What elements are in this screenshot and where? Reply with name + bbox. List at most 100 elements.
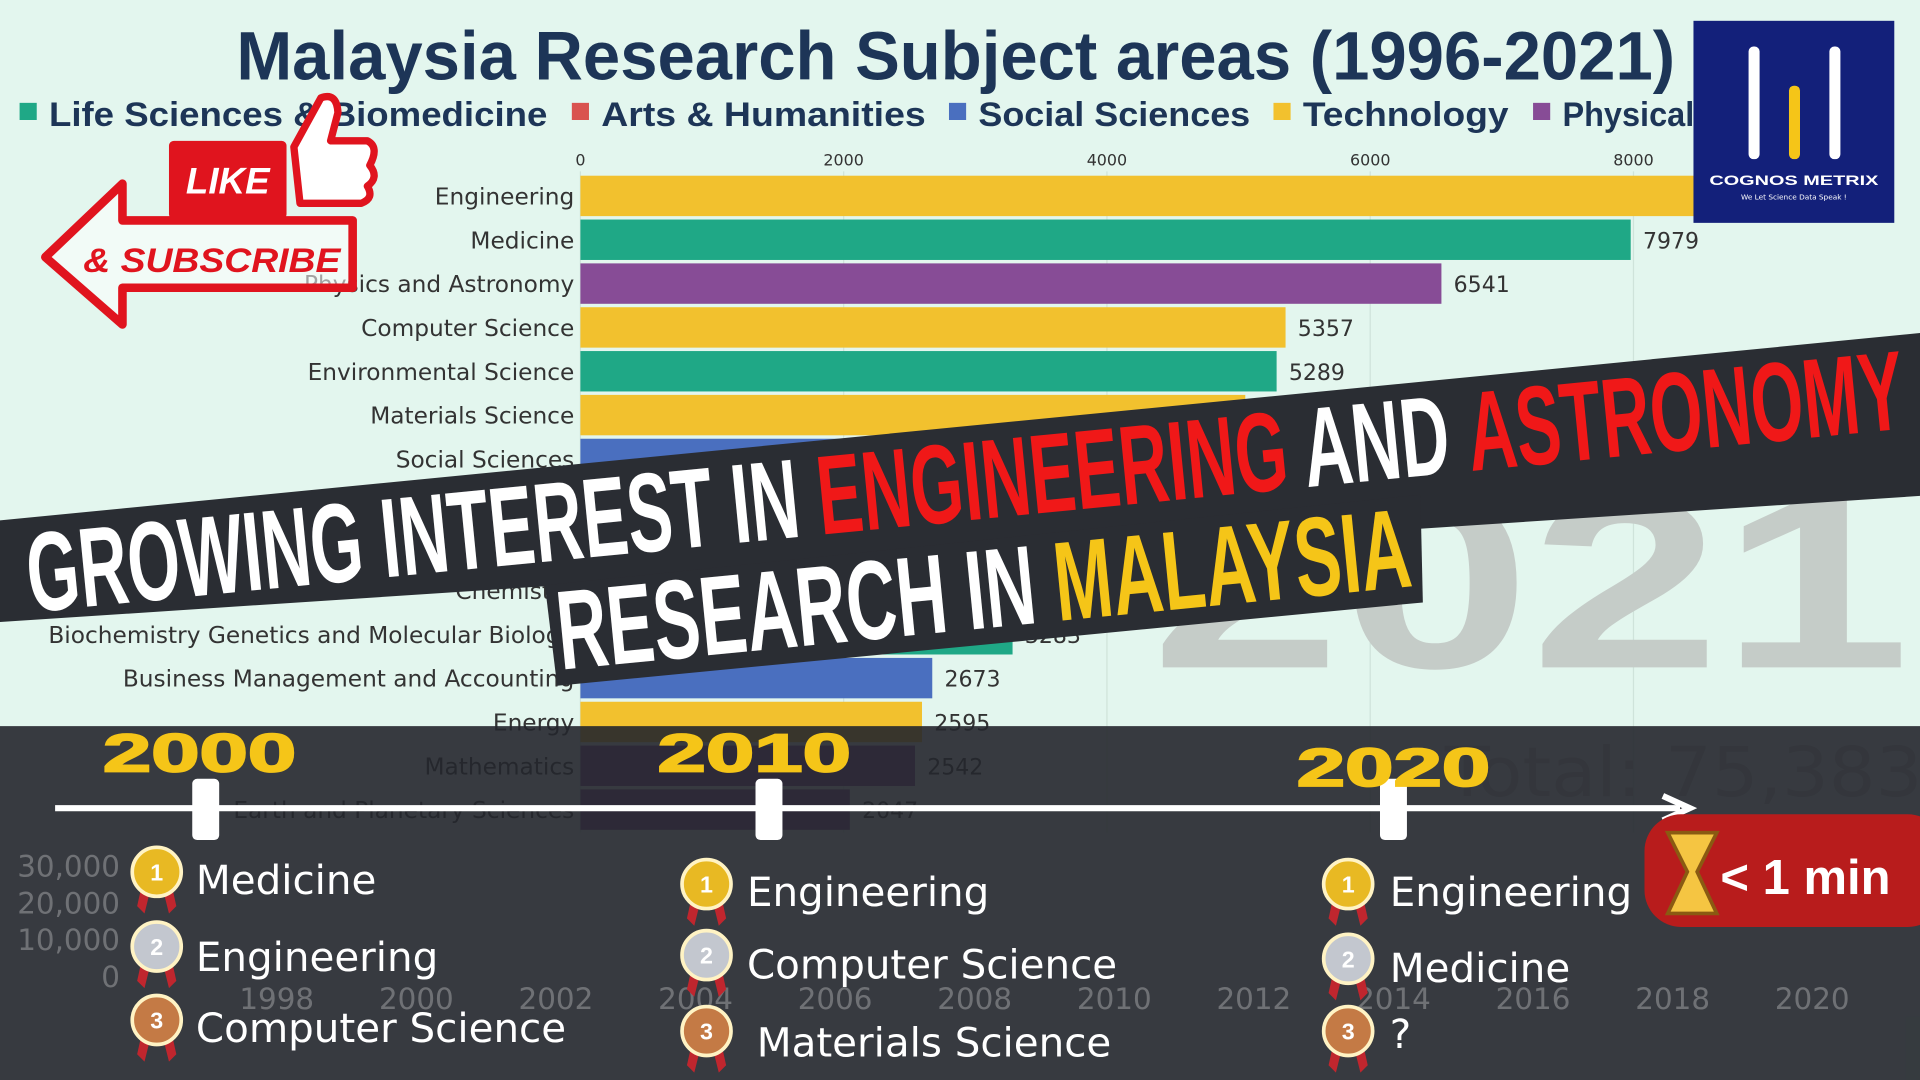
medal-number: 1 bbox=[1342, 872, 1355, 898]
legend-swatch bbox=[19, 102, 37, 120]
banner bbox=[0, 333, 1920, 686]
rank-label: Materials Science bbox=[757, 1019, 1112, 1067]
value-label: 2673 bbox=[945, 668, 1001, 693]
background-y-label: 10,000 bbox=[17, 923, 120, 957]
x-tick-label: 8000 bbox=[1613, 150, 1653, 169]
background-x-label: 2002 bbox=[519, 982, 594, 1016]
rank-label: Computer Science bbox=[196, 1004, 566, 1052]
bar bbox=[580, 175, 1713, 217]
x-tick-label: 2000 bbox=[823, 150, 863, 169]
medal-number: 1 bbox=[700, 872, 713, 898]
period-year: 2020 bbox=[1297, 738, 1490, 798]
medal bbox=[130, 845, 184, 899]
x-tick-label: 0 bbox=[575, 150, 585, 169]
banner-phrase: AND bbox=[1281, 369, 1473, 512]
category-label: Medicine bbox=[470, 227, 574, 254]
value-label: 5357 bbox=[1298, 317, 1354, 342]
logo-name: COGNOS METRIX bbox=[1709, 173, 1878, 188]
timeline-panel bbox=[0, 726, 1920, 1080]
background-x-label: 2020 bbox=[1775, 982, 1850, 1016]
rank-label: Engineering bbox=[196, 933, 438, 981]
medal-number: 2 bbox=[150, 934, 163, 960]
sticker-arrow bbox=[41, 179, 357, 329]
background-x-label: 2010 bbox=[1077, 982, 1152, 1016]
background-x-label: 2018 bbox=[1635, 982, 1710, 1016]
bar bbox=[580, 351, 1277, 392]
background-x-label: 2014 bbox=[1356, 982, 1431, 1016]
period-year: 2010 bbox=[658, 723, 851, 783]
medal bbox=[680, 857, 733, 911]
category-label: Materials Science bbox=[370, 403, 574, 430]
like-text: LIKE bbox=[186, 160, 271, 201]
category-label: Environmental Science bbox=[308, 359, 575, 386]
legend-label: Arts & Humanities bbox=[601, 96, 925, 134]
legend-swatch bbox=[1273, 102, 1291, 120]
timeline-marker bbox=[1380, 778, 1407, 840]
bar bbox=[580, 307, 1286, 348]
background-x-label: 2008 bbox=[937, 982, 1012, 1016]
duration: < 1 min bbox=[1720, 851, 1890, 905]
rank-label: ? bbox=[1390, 1010, 1411, 1058]
value-label: 5289 bbox=[1289, 361, 1345, 386]
medal bbox=[130, 993, 184, 1047]
medal bbox=[1321, 932, 1375, 986]
legend-label: Life Sciences & Biomedicine bbox=[49, 96, 547, 134]
like-subscribe-sticker: LIKE & SUBSCRIBE bbox=[41, 92, 378, 329]
medal bbox=[130, 920, 184, 973]
like-box bbox=[168, 140, 287, 220]
medal-number: 3 bbox=[1342, 1019, 1355, 1045]
duration-badge: < 1 min bbox=[1644, 814, 1920, 927]
background-x-label: 2012 bbox=[1216, 982, 1291, 1016]
logo-bar bbox=[1829, 46, 1841, 160]
logo-bar bbox=[1748, 46, 1760, 160]
background-x-label: 2006 bbox=[798, 982, 873, 1016]
medal-number: 3 bbox=[150, 1008, 163, 1034]
medal-number: 3 bbox=[700, 1019, 713, 1045]
chart-title: Malaysia Research Subject areas (1996-20… bbox=[236, 18, 1675, 95]
medal-number: 2 bbox=[700, 943, 713, 969]
legend-label: Social Sciences bbox=[978, 96, 1250, 134]
period-year: 2000 bbox=[103, 723, 296, 783]
background-x-label: 2016 bbox=[1496, 982, 1571, 1016]
medal bbox=[680, 928, 733, 982]
legend-swatch bbox=[571, 102, 589, 120]
rank-label: Engineering bbox=[1390, 868, 1632, 916]
background-x-label: 2000 bbox=[379, 982, 454, 1016]
legend-label: Technology bbox=[1303, 96, 1509, 134]
background-x-label: 1998 bbox=[239, 982, 314, 1016]
banner-strip bbox=[0, 333, 1920, 623]
logo: COGNOS METRIX We Let Science Data Speak … bbox=[1693, 20, 1895, 223]
legend-swatch bbox=[1533, 102, 1551, 120]
x-tick-label: 4000 bbox=[1087, 150, 1127, 169]
logo-tagline: We Let Science Data Speak ! bbox=[1741, 193, 1847, 202]
background-y-label: 20,000 bbox=[17, 886, 120, 920]
category-label: Business Management and Accounting bbox=[123, 666, 574, 693]
value-label: 6541 bbox=[1454, 273, 1510, 298]
legend-swatch bbox=[948, 102, 967, 120]
bar bbox=[580, 219, 1631, 260]
subscribe-text: & SUBSCRIBE bbox=[83, 242, 341, 280]
medal-number: 1 bbox=[150, 859, 163, 885]
medal bbox=[1321, 857, 1375, 911]
timeline: 2000 1 Medicine 2 Engineering 3 Computer Scien… bbox=[55, 723, 1698, 1073]
timeline-marker bbox=[192, 778, 220, 840]
logo-bar bbox=[1788, 85, 1800, 160]
hourglass bbox=[1664, 830, 1720, 916]
thumbs-up bbox=[290, 92, 378, 207]
x-tick-label: 6000 bbox=[1350, 150, 1390, 169]
medal bbox=[1321, 1004, 1375, 1058]
background-y-label: 30,000 bbox=[17, 850, 120, 884]
timeline-marker bbox=[755, 778, 783, 840]
value-label: 7979 bbox=[1643, 229, 1699, 254]
category-label: Engineering bbox=[435, 183, 575, 210]
banner-strip bbox=[544, 494, 1423, 686]
category-label: Computer Science bbox=[361, 315, 574, 342]
category-label: Biochemistry Genetics and Molecular Biol… bbox=[48, 622, 574, 649]
bar bbox=[580, 263, 1442, 304]
medal-number: 2 bbox=[1342, 946, 1355, 972]
background-y-label: 0 bbox=[101, 960, 120, 994]
rank-label: Medicine bbox=[196, 856, 376, 904]
